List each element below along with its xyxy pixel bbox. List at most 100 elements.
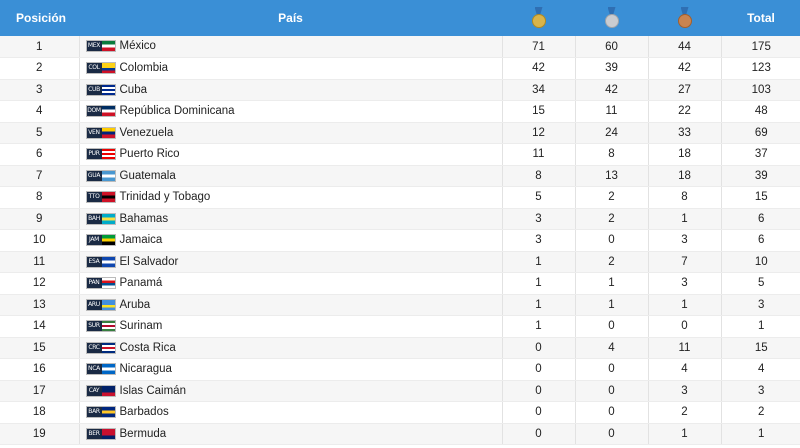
position-cell: 4	[0, 100, 80, 123]
total-count-cell: 1	[721, 315, 800, 338]
silver-count-cell: 4	[575, 337, 649, 359]
table-row[interactable]: 9 BAH Bahamas 3 2 1 6	[0, 208, 800, 230]
total-count-cell: 3	[721, 380, 800, 402]
country-name[interactable]: Aruba	[119, 298, 151, 311]
flag-icon: SUR	[85, 320, 116, 333]
country-code: GUA	[86, 170, 102, 181]
country-name[interactable]: Trinidad y Tobago	[119, 191, 211, 204]
table-row[interactable]: 15 CRC Costa Rica 0 4 11 15	[0, 337, 800, 359]
country-name[interactable]: Puerto Rico	[119, 148, 180, 161]
country-cell: SUR Surinam	[79, 315, 503, 338]
table-row[interactable]: 13 ARU Aruba 1 1 1 3	[0, 294, 800, 316]
total-column-header[interactable]: Total	[747, 11, 775, 25]
gold-column-header[interactable]	[502, 0, 575, 36]
silver-count-cell: 8	[575, 143, 649, 166]
total-count-cell: 10	[721, 251, 800, 273]
position-cell: 5	[0, 122, 80, 144]
table-row[interactable]: 5 VEN Venezuela 12 24 33 69	[0, 122, 800, 144]
country-name[interactable]: Guatemala	[119, 169, 176, 182]
table-row[interactable]: 1 MEX México 71 60 44 175	[0, 36, 800, 58]
country-cell: CAY Islas Caimán	[79, 380, 503, 402]
silver-count-cell: 39	[575, 57, 649, 80]
position-column-header[interactable]: Posición	[16, 11, 67, 25]
table-row[interactable]: 7 GUA Guatemala 8 13 18 39	[0, 165, 800, 187]
country-name[interactable]: Nicaragua	[119, 363, 172, 376]
table-row[interactable]: 12 PAN Panamá 1 1 3 5	[0, 272, 800, 295]
gold-count-cell: 8	[502, 165, 576, 187]
table-row[interactable]: 16 NCA Nicaragua 0 0 4 4	[0, 358, 800, 381]
bronze-count-cell: 27	[648, 79, 722, 101]
flag-icon: CRC	[85, 341, 116, 354]
table-row[interactable]: 18 BAR Barbados 0 0 2 2	[0, 401, 800, 424]
silver-count-cell: 0	[575, 229, 649, 252]
country-code: COL	[86, 63, 102, 74]
table-row[interactable]: 11 ESA El Salvador 1 2 7 10	[0, 251, 800, 273]
silver-count-cell: 0	[575, 315, 649, 338]
country-code: BAH	[86, 213, 102, 224]
country-name[interactable]: Surinam	[119, 320, 163, 333]
position-cell: 16	[0, 358, 80, 381]
gold-count-cell: 1	[502, 294, 576, 316]
country-name[interactable]: Costa Rica	[119, 341, 176, 354]
flag-icon: BER	[85, 427, 116, 440]
position-cell: 6	[0, 143, 80, 166]
country-code: ARU	[86, 299, 102, 310]
flag-icon: GUA	[85, 169, 116, 182]
country-code: SUR	[86, 321, 102, 332]
flag-icon: ARU	[85, 298, 116, 311]
country-cell: VEN Venezuela	[79, 122, 503, 144]
flag-icon: CUB	[85, 83, 116, 96]
country-cell: ESA El Salvador	[79, 251, 503, 273]
country-name[interactable]: Colombia	[119, 62, 169, 75]
flag-icon: ESA	[85, 255, 116, 268]
table-row[interactable]: 10 JAM Jamaica 3 0 3 6	[0, 229, 800, 252]
country-name[interactable]: República Dominicana	[119, 105, 235, 118]
position-cell: 19	[0, 423, 80, 445]
country-name[interactable]: Panamá	[119, 277, 163, 290]
gold-count-cell: 3	[502, 208, 576, 230]
bronze-count-cell: 8	[648, 186, 722, 209]
country-name[interactable]: El Salvador	[119, 255, 179, 268]
flag-icon: DOM	[85, 105, 116, 118]
country-name[interactable]: Cuba	[119, 83, 148, 96]
country-name[interactable]: México	[119, 40, 156, 53]
silver-count-cell: 1	[575, 272, 649, 295]
country-name[interactable]: Bermuda	[119, 427, 167, 440]
country-code: BER	[86, 428, 102, 439]
table-row[interactable]: 19 BER Bermuda 0 0 1 1	[0, 423, 800, 445]
gold-count-cell: 0	[502, 380, 576, 402]
country-cell: PAN Panamá	[79, 272, 503, 295]
flag-icon: PUR	[85, 148, 116, 161]
silver-count-cell: 0	[575, 380, 649, 402]
country-name[interactable]: Bahamas	[119, 212, 169, 225]
country-code: DOM	[86, 106, 102, 117]
country-name[interactable]: Jamaica	[119, 234, 163, 247]
total-count-cell: 123	[721, 57, 800, 80]
bronze-column-header[interactable]	[648, 0, 721, 36]
bronze-count-cell: 1	[648, 294, 722, 316]
silver-column-header[interactable]	[575, 0, 648, 36]
country-code: NCA	[86, 364, 102, 375]
table-row[interactable]: 6 PUR Puerto Rico 11 8 18 37	[0, 143, 800, 166]
table-row[interactable]: 17 CAY Islas Caimán 0 0 3 3	[0, 380, 800, 402]
table-row[interactable]: 2 COL Colombia 42 39 42 123	[0, 57, 800, 80]
gold-count-cell: 0	[502, 337, 576, 359]
country-cell: TTO Trinidad y Tobago	[79, 186, 503, 209]
gold-count-cell: 3	[502, 229, 576, 252]
bronze-count-cell: 11	[648, 337, 722, 359]
country-name[interactable]: Barbados	[119, 406, 169, 419]
country-name[interactable]: Islas Caimán	[119, 384, 186, 397]
gold-count-cell: 0	[502, 423, 576, 445]
table-row[interactable]: 4 DOM República Dominicana 15 11 22 48	[0, 100, 800, 123]
country-name[interactable]: Venezuela	[119, 126, 174, 139]
total-count-cell: 69	[721, 122, 800, 144]
table-row[interactable]: 8 TTO Trinidad y Tobago 5 2 8 15	[0, 186, 800, 209]
country-cell: PUR Puerto Rico	[79, 143, 503, 166]
position-cell: 18	[0, 401, 80, 424]
country-cell: DOM República Dominicana	[79, 100, 503, 123]
table-row[interactable]: 14 SUR Surinam 1 0 0 1	[0, 315, 800, 338]
total-count-cell: 103	[721, 79, 800, 101]
country-column-header[interactable]: País	[278, 11, 303, 25]
table-row[interactable]: 3 CUB Cuba 34 42 27 103	[0, 79, 800, 101]
total-count-cell: 1	[721, 423, 800, 445]
